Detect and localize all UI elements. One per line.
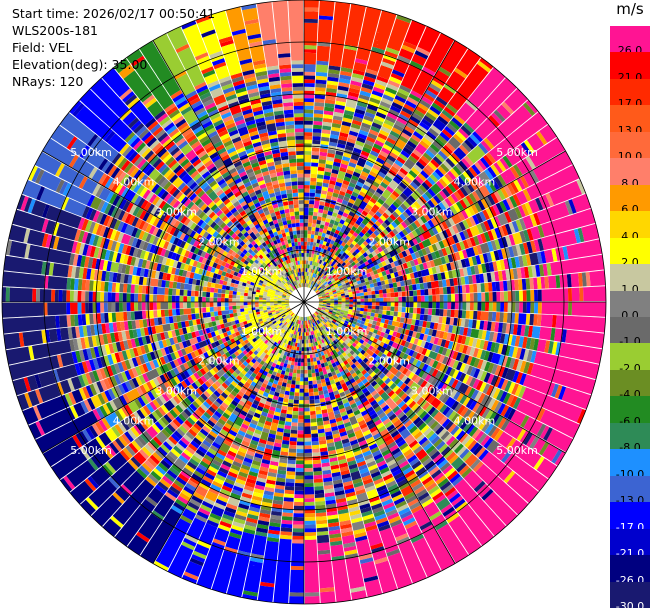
azimuth-spoke	[152, 301, 305, 564]
range-ring-label: 5.00km	[496, 146, 538, 159]
colorbar-swatch	[610, 528, 650, 556]
azimuth-spoke	[303, 301, 566, 454]
colorbar-swatch	[610, 264, 650, 291]
instrument-label: WLS200s-181	[12, 23, 98, 38]
range-ring-label: 3.00km	[155, 385, 197, 398]
velocity-gate-group	[20, 58, 606, 605]
range-ring-label: 3.00km	[411, 385, 453, 398]
velocity-gate-group	[28, 10, 558, 572]
colorbar-tick-label: -30.0	[615, 600, 645, 613]
range-ring-label: 2.00km	[198, 235, 240, 248]
colorbar: 26.0 21.0 17.0 13.0 10.0 8.0 6.0 4.0 2.0 1.0 0.0 -1…	[610, 26, 650, 613]
azimuth-spoke	[42, 150, 305, 303]
velocity-gates	[2, 0, 606, 605]
colorbar-swatch	[610, 105, 650, 132]
range-ring-label: 4.00km	[113, 414, 155, 427]
range-ring-label: 1.00km	[326, 325, 368, 338]
azimuth-spoke	[303, 150, 566, 303]
azimuth-spoke	[303, 301, 456, 564]
velocity-gate-group	[66, 15, 567, 604]
range-ring-label: 1.00km	[326, 265, 368, 278]
azimuth-spoke	[303, 40, 456, 303]
colorbar-swatch	[610, 131, 650, 159]
velocity-gate-group	[33, 0, 591, 565]
colorbar-swatch	[610, 475, 650, 503]
colorbar-swatch	[610, 52, 650, 79]
colorbar-swatch	[610, 317, 650, 344]
range-ring-label: 4.00km	[454, 414, 496, 427]
colorbar-swatch	[610, 369, 650, 397]
range-ring-label: 1.00km	[241, 325, 283, 338]
start-time-label: Start time: 2026/02/17 00:50:41	[12, 6, 216, 21]
range-ring-label: 2.00km	[368, 235, 410, 248]
colorbar-swatch	[610, 211, 650, 238]
colorbar-swatch	[610, 26, 650, 53]
colorbar-swatch	[610, 184, 650, 212]
range-ring-label: 2.00km	[368, 355, 410, 368]
velocity-gate-group	[43, 43, 584, 571]
range-ring-label: 1.00km	[241, 265, 283, 278]
range-ring-labels: 1.00km 1.00km 1.00km 1.00km 2.00km 2.00km 2.00…	[70, 146, 538, 457]
plot-info: Start time: 2026/02/17 00:50:41 WLS200s-…	[12, 5, 215, 90]
colorbar-swatch	[610, 290, 650, 317]
range-ring-label: 5.00km	[70, 444, 112, 457]
range-ring-label: 5.00km	[496, 444, 538, 457]
range-ring-label: 4.00km	[113, 176, 155, 189]
azimuth-spoke	[152, 40, 305, 303]
elevation-label: Elevation(deg): 35.00	[12, 57, 148, 72]
colorbar-swatch	[610, 396, 650, 423]
range-ring-label: 3.00km	[411, 206, 453, 219]
azimuth-spokes	[2, 0, 606, 604]
colorbar-swatch	[610, 158, 650, 185]
range-ring-label: 2.00km	[198, 355, 240, 368]
colorbar-swatch	[610, 237, 650, 265]
azimuth-spoke	[42, 301, 305, 454]
colorbar-swatch	[610, 343, 650, 370]
field-label: Field: VEL	[12, 40, 73, 55]
range-ring-label: 5.00km	[70, 146, 112, 159]
colorbar-swatch	[610, 581, 650, 608]
velocity-gate-group	[45, 20, 577, 542]
range-ring-label: 3.00km	[155, 206, 197, 219]
colorbar-swatch	[610, 449, 650, 476]
colorbar-title: m/s	[616, 0, 644, 18]
colorbar-swatch	[610, 422, 650, 450]
nrays-label: NRays: 120	[12, 74, 84, 89]
velocity-gate-group	[41, 60, 542, 556]
colorbar-swatch	[610, 555, 650, 582]
range-ring-label: 4.00km	[454, 176, 496, 189]
colorbar-swatch	[610, 78, 650, 106]
colorbar-swatch	[610, 502, 650, 529]
velocity-gate-group	[35, 73, 587, 597]
